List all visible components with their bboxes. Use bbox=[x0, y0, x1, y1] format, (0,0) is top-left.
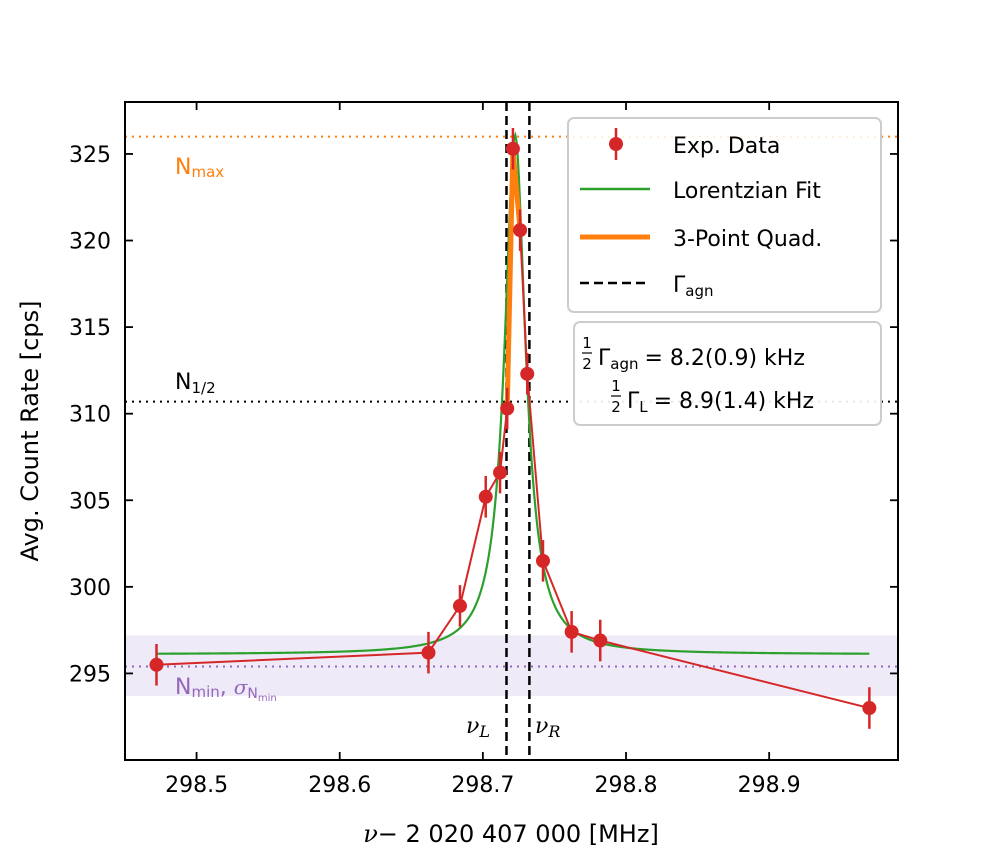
n-min-sigma-sub: N bbox=[247, 686, 257, 702]
data-point bbox=[593, 633, 608, 648]
x-axis-label: ν− 2 020 407 000 [MHz] bbox=[363, 820, 659, 848]
annotation-line-2: ΓL = 8.9(1.4) kHz bbox=[627, 389, 814, 416]
y-tick-label: 305 bbox=[69, 489, 111, 514]
x-tick-label: 298.8 bbox=[595, 773, 658, 798]
width-annotation: 1 2 Γagn = 8.2(0.9) kHz 1 2 ΓL = 8.9(1.4) … bbox=[573, 321, 882, 426]
n-max-label-main: N bbox=[175, 155, 191, 180]
axis-ticks: 298.5 298.6 298.7 298.8 298.9 295 300 305 310 315… bbox=[69, 102, 898, 798]
legend-box bbox=[567, 117, 882, 313]
data-point bbox=[535, 553, 550, 568]
y-tick-label: 300 bbox=[69, 576, 111, 601]
legend-label-3-point-quad: 3-Point Quad. bbox=[673, 227, 822, 252]
svg-text:1: 1 bbox=[582, 334, 592, 352]
data-point bbox=[500, 401, 515, 416]
data-point bbox=[520, 366, 535, 381]
y-tick-label: 310 bbox=[69, 403, 111, 428]
y-tick-label: 315 bbox=[69, 316, 111, 341]
n-min-label: Nmin, σNmin bbox=[175, 675, 277, 704]
n-min-sigma-subsub: min bbox=[258, 693, 277, 704]
legend-marker-exp-data bbox=[609, 137, 623, 151]
annotation-box bbox=[573, 321, 882, 426]
y-tick-label: 320 bbox=[69, 230, 111, 255]
svg-text:1: 1 bbox=[611, 377, 621, 395]
n-half-label: N1/2 bbox=[175, 370, 216, 397]
n-half-label-sub: 1/2 bbox=[191, 379, 215, 397]
svg-text:2: 2 bbox=[582, 355, 592, 373]
x-tick-label: 298.7 bbox=[451, 773, 514, 798]
n-half-label-main: N bbox=[175, 370, 191, 395]
series-line-3-point-quad bbox=[504, 146, 523, 409]
y-axis-label: Avg. Count Rate [cps] bbox=[16, 301, 44, 562]
n-min-label-main: N bbox=[175, 675, 191, 700]
nu-l-label: νL bbox=[466, 714, 490, 741]
data-point bbox=[505, 141, 520, 156]
data-point bbox=[421, 645, 436, 660]
data-point bbox=[493, 465, 508, 480]
annotation-line-1: Γagn = 8.2(0.9) kHz bbox=[598, 346, 805, 373]
data-point bbox=[564, 624, 579, 639]
x-tick-label: 298.6 bbox=[308, 773, 371, 798]
data-point bbox=[862, 701, 877, 716]
y-tick-label: 295 bbox=[69, 662, 111, 687]
n-max-label: Nmax bbox=[175, 155, 224, 181]
data-points bbox=[149, 127, 877, 729]
legend-label-exp-data: Exp. Data bbox=[673, 134, 780, 159]
n-max-label-sub: max bbox=[191, 163, 224, 181]
x-tick-label: 298.9 bbox=[738, 773, 801, 798]
n-min-label-sub: min bbox=[191, 683, 219, 701]
data-point bbox=[452, 598, 467, 613]
data-point bbox=[513, 223, 528, 238]
x-tick-label: 298.5 bbox=[165, 773, 228, 798]
legend: Exp. Data Lorentzian Fit 3-Point Quad. Γ… bbox=[567, 117, 882, 313]
y-tick-label: 325 bbox=[69, 143, 111, 168]
plot-frame bbox=[124, 101, 899, 761]
nu-r-label: νR bbox=[535, 714, 560, 741]
data-point bbox=[478, 489, 493, 504]
data-point bbox=[149, 657, 164, 672]
svg-text:2: 2 bbox=[611, 398, 621, 416]
legend-label-lorentzian-fit: Lorentzian Fit bbox=[673, 179, 821, 204]
legend-label-gamma-agn: Γagn bbox=[673, 273, 714, 300]
